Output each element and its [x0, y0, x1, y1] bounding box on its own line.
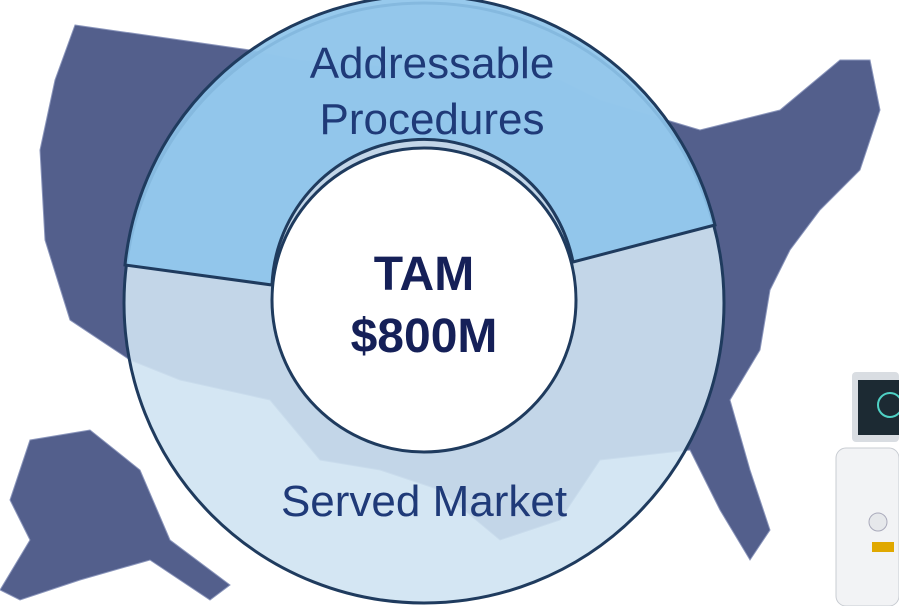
segment-label: Served Market: [281, 477, 567, 526]
center-value: $800M: [351, 310, 498, 363]
segment-label: Procedures: [319, 95, 544, 144]
alaska-map: [0, 429, 231, 601]
segment-label: Addressable: [310, 39, 555, 88]
addressable-segment: [123, 0, 717, 287]
center-label: TAM: [374, 248, 474, 301]
center-circle: [270, 146, 578, 454]
device: [835, 372, 899, 606]
